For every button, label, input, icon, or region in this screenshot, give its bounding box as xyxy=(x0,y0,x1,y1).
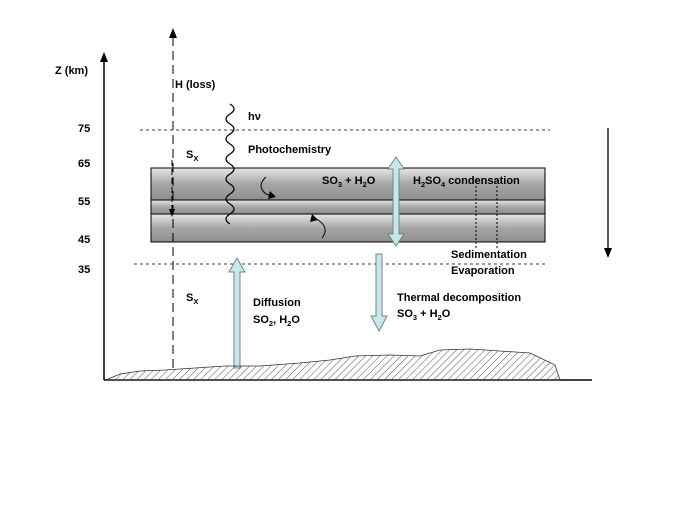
cloud-layer-middle xyxy=(150,199,546,215)
downward-arrowhead xyxy=(169,209,175,217)
thermal-decomposition-label: Thermal decomposition xyxy=(397,292,521,304)
thermal-down-arrow xyxy=(370,253,388,333)
thermal-species-label: SO3 + H2O xyxy=(397,308,451,322)
sx-label-lower: SX xyxy=(186,292,198,306)
tick-label-65: 65 xyxy=(78,158,90,170)
tick-label-75: 75 xyxy=(78,123,90,135)
y-axis-label: Z (km) xyxy=(55,65,88,77)
evaporation-label: Evaporation xyxy=(451,265,515,277)
tick-label-55: 55 xyxy=(78,196,90,208)
y-axis-arrowhead xyxy=(100,52,108,62)
circulation-arrowhead-lower xyxy=(310,214,318,222)
right-down-arrowhead xyxy=(604,248,612,258)
circulation-arrow-upper xyxy=(260,176,273,197)
h-loss-arrowhead xyxy=(169,28,177,38)
so3-h2o-label: SO3 + H2O xyxy=(322,175,376,189)
hv-label: hν xyxy=(248,111,261,123)
sedimentation-label: Sedimentation xyxy=(451,249,527,261)
cloud-layer-upper xyxy=(150,167,546,201)
tick-label-35: 35 xyxy=(78,264,90,276)
diffusion-label: Diffusion xyxy=(253,297,301,309)
h-loss-label: H (loss) xyxy=(175,79,216,91)
diffusion-up-arrow xyxy=(228,256,246,369)
ground-surface xyxy=(105,348,561,381)
sx-label-upper: SX xyxy=(186,149,198,163)
circulation-arrow-lower xyxy=(313,217,326,239)
h2so4-condensation-label: H2SO4 condensation xyxy=(413,175,520,189)
circulation-arrowhead-upper xyxy=(268,191,276,199)
tick-label-45: 45 xyxy=(78,234,90,246)
photochemistry-label: Photochemistry xyxy=(248,144,332,156)
photon-wavy-line xyxy=(225,103,235,225)
diffusion-species-label: SO2, H2O xyxy=(253,314,300,328)
cloud-layer-lower xyxy=(150,213,546,243)
vertical-exchange-double-arrow xyxy=(387,156,405,247)
